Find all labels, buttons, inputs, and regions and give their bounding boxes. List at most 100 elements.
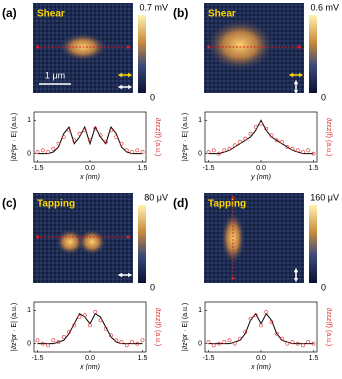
data-point: [285, 341, 290, 346]
colorbar-max: 160 μV: [310, 192, 339, 202]
y-tick-label: 1: [27, 117, 31, 124]
data-point: [206, 340, 211, 344]
data-point: [82, 313, 87, 318]
data-point: [301, 150, 305, 154]
panel-label: (b): [173, 6, 188, 20]
data-point: [98, 133, 103, 138]
y-tick-label: 1: [27, 307, 31, 314]
mode-label: Tapping: [37, 199, 75, 210]
x-axis-label: x (nm): [250, 364, 271, 371]
colorbar-max: 0.7 mV: [139, 2, 168, 12]
fit-line: [208, 119, 314, 155]
data-point: [46, 343, 50, 348]
data-point: [40, 341, 45, 346]
heatmap-feature: [78, 229, 106, 255]
data-point: [119, 340, 124, 344]
data-point: [222, 340, 227, 344]
data-point: [243, 136, 248, 141]
data-point: [274, 331, 279, 336]
x-tick-label: 1.5: [309, 165, 319, 172]
data-point: [295, 148, 300, 153]
colorbar: [309, 205, 317, 283]
data-point: [61, 335, 66, 339]
panel-label: (c): [2, 196, 17, 210]
plot-frame: [33, 111, 147, 163]
data-point: [306, 340, 311, 344]
y2-axis-label: ∂zεz(f) (a.u.): [154, 118, 161, 156]
data-point: [56, 340, 61, 344]
panel-label: (a): [2, 6, 17, 20]
colorbar: [309, 15, 317, 93]
x-tick-label: -1.5: [31, 355, 43, 362]
data-point: [103, 326, 108, 331]
x-tick-label: 1.5: [138, 355, 148, 362]
data-point: [211, 148, 216, 153]
data-point: [232, 143, 237, 148]
colorbar: [138, 205, 146, 283]
colorbar: [138, 15, 146, 93]
y2-axis-label: ∂zεz(f) (a.u.): [325, 308, 332, 346]
x-tick-label: -1.5: [202, 165, 214, 172]
data-point: [35, 150, 40, 154]
colorbar-min: 0: [150, 282, 155, 292]
data-point: [130, 340, 134, 344]
data-point: [217, 151, 221, 156]
data-point: [35, 338, 40, 343]
data-point: [124, 343, 129, 348]
data-point: [253, 313, 258, 318]
data-point: [290, 146, 295, 151]
data-point: [280, 336, 284, 341]
data-point: [135, 341, 140, 346]
data-point: [232, 341, 237, 346]
y-tick-label: 1: [198, 307, 202, 314]
x-tick-label: 0.0: [256, 165, 266, 172]
data-point: [140, 338, 145, 343]
y-tick-label: 1: [198, 117, 202, 124]
data-point: [311, 151, 316, 156]
data-point: [285, 145, 290, 149]
fit-line: [37, 312, 143, 345]
data-point: [109, 333, 113, 338]
data-point: [67, 330, 71, 334]
x-tick-label: -1.5: [31, 165, 43, 172]
y2-axis-label: ∂zεz(f) (a.u.): [325, 118, 332, 156]
data-point: [67, 128, 71, 133]
data-point: [301, 343, 305, 348]
data-point: [253, 125, 258, 129]
data-point: [82, 128, 87, 133]
data-point: [211, 343, 216, 348]
data-point: [264, 126, 269, 131]
x-tick-label: 0.0: [85, 355, 95, 362]
y-axis-label: |∂z²pr · E| (a.u.): [11, 303, 18, 351]
data-point: [206, 150, 211, 154]
data-point: [140, 150, 145, 154]
fit-line: [37, 125, 143, 155]
data-point: [124, 148, 129, 153]
y-axis-label: |∂z²pr · E| (a.u.): [182, 303, 189, 351]
data-point: [238, 336, 242, 341]
data-point: [227, 146, 232, 151]
data-point: [280, 140, 284, 144]
data-point: [243, 330, 248, 334]
y-tick-label: 0: [27, 151, 31, 158]
data-point: [130, 150, 134, 154]
data-point: [72, 138, 77, 143]
data-point: [88, 138, 92, 143]
x-tick-label: 1.5: [309, 355, 319, 362]
data-point: [264, 310, 269, 314]
data-point: [98, 318, 103, 323]
heatmap: [204, 193, 304, 283]
y-tick-label: 0: [198, 341, 202, 348]
x-axis-label: x (nm): [79, 174, 100, 181]
data-point: [295, 341, 300, 346]
data-point: [40, 148, 45, 153]
data-point: [114, 135, 119, 139]
data-point: [109, 128, 113, 133]
y2-axis-label: ∂zεz(f) (a.u.): [154, 308, 161, 346]
data-point: [238, 140, 242, 144]
data-point: [311, 341, 316, 346]
colorbar-max: 80 μV: [144, 192, 168, 202]
data-point: [222, 148, 227, 153]
